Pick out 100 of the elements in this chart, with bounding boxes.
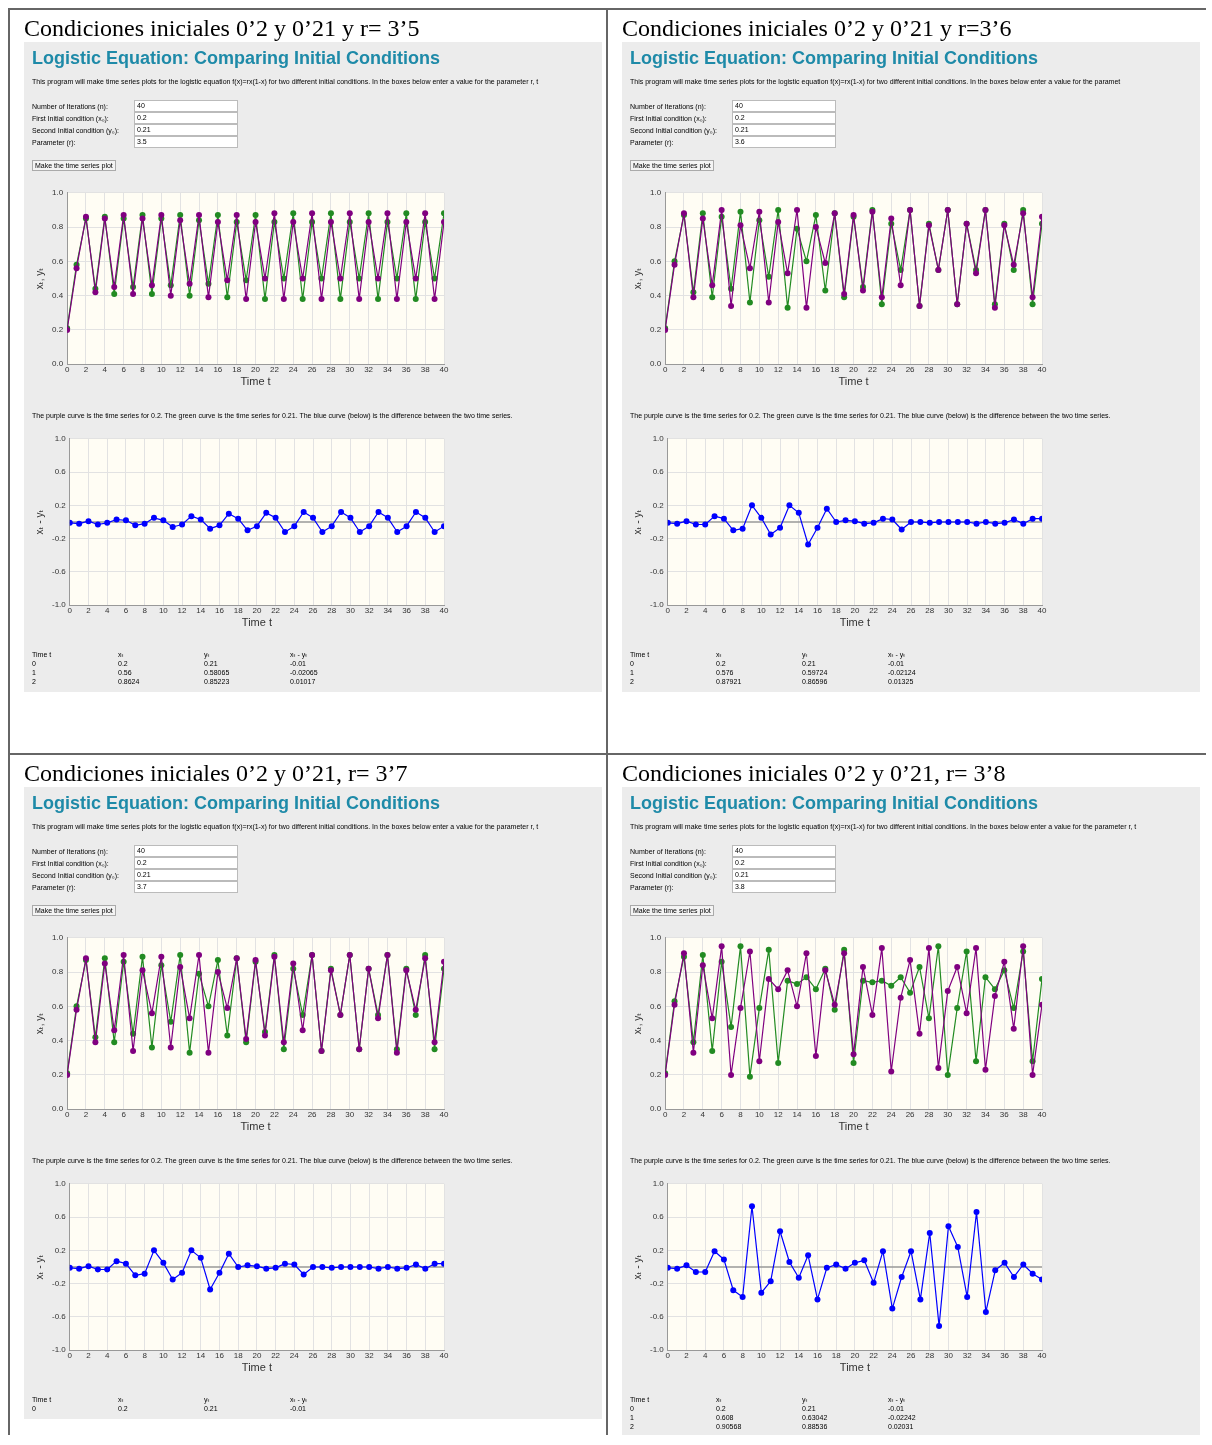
x-axis-title: Time t	[838, 375, 869, 388]
y-tick-label: 0.6	[652, 467, 665, 477]
x-tick-label: 38	[1018, 365, 1029, 375]
x-tick-label: 20	[252, 606, 262, 616]
y-tick-label: 0.2	[54, 500, 67, 510]
x-tick-label: 12	[177, 1351, 188, 1361]
x-tick-label: 0	[64, 1110, 70, 1120]
x-tick-label: 28	[326, 1110, 336, 1120]
x-tick-label: 18	[233, 606, 244, 616]
x-tick-label: 36	[999, 1110, 1010, 1120]
x-tick-label: 34	[981, 365, 991, 375]
x-tick-label: 28	[326, 365, 336, 375]
x-tick-label: 12	[775, 1351, 786, 1361]
x-tick-label: 0	[665, 1351, 671, 1361]
x-tick-label: 40	[439, 606, 449, 616]
x-tick-label: 36	[401, 365, 412, 375]
x-tick-label: 30	[943, 365, 953, 375]
y-tick-label: 0.4	[52, 1035, 64, 1045]
y-tick-label: 0.4	[650, 290, 662, 300]
x-tick-label: 0	[64, 365, 70, 375]
y-tick-label: 0.6	[54, 1212, 67, 1222]
y-tick-label: -0.6	[649, 1312, 665, 1322]
x-tick-label: 4	[104, 1351, 110, 1361]
x-tick-label: 38	[420, 1110, 431, 1120]
x-tick-label: 4	[702, 606, 708, 616]
y-axis-title: xₜ - yₜ	[631, 509, 643, 535]
x-tick-label: 10	[156, 365, 167, 375]
x-tick-label: 26	[906, 606, 917, 616]
y-tick-label: -0.2	[649, 1278, 665, 1288]
x-tick-label: 24	[886, 1110, 897, 1120]
y-tick-label: -0.6	[51, 1312, 67, 1322]
x-tick-label: 36	[999, 365, 1010, 375]
x-tick-label: 22	[867, 365, 878, 375]
x-tick-label: 38	[1018, 1351, 1029, 1361]
y-tick-label: 0.2	[650, 325, 662, 335]
y-axis-title: xₜ, yₜ	[631, 1012, 643, 1035]
x-tick-label: 36	[401, 1110, 412, 1120]
x-tick-label: 4	[700, 1110, 706, 1120]
x-tick-label: 24	[288, 365, 299, 375]
y-tick-label: 0.6	[54, 467, 67, 477]
x-tick-label: 24	[886, 365, 897, 375]
x-tick-label: 14	[194, 1110, 205, 1120]
x-tick-label: 14	[794, 1351, 804, 1361]
y-tick-label: -0.2	[51, 533, 67, 543]
x-tick-label: 36	[1000, 1351, 1010, 1361]
x-tick-label: 20	[849, 365, 859, 375]
y-tick-label: 0.8	[650, 222, 662, 232]
y-tick-label: -0.2	[51, 1278, 67, 1288]
x-tick-label: 6	[719, 365, 725, 375]
x-tick-label: 0	[67, 1351, 73, 1361]
y-tick-label: 0.2	[52, 1070, 64, 1080]
x-tick-label: 32	[962, 365, 972, 375]
y-tick-label: -1.0	[649, 600, 665, 610]
x-tick-label: 16	[215, 606, 225, 616]
x-tick-label: 32	[962, 1110, 972, 1120]
x-tick-label: 22	[271, 1351, 281, 1361]
x-tick-label: 6	[123, 1351, 129, 1361]
x-tick-label: 26	[307, 1110, 318, 1120]
x-tick-label: 26	[906, 1351, 917, 1361]
x-tick-label: 20	[252, 1351, 262, 1361]
x-tick-label: 24	[288, 1110, 299, 1120]
x-tick-label: 28	[327, 606, 337, 616]
x-tick-label: 28	[925, 606, 935, 616]
x-tick-label: 32	[364, 606, 375, 616]
x-tick-label: 4	[700, 365, 706, 375]
x-tick-label: 12	[775, 606, 786, 616]
x-tick-label: 34	[383, 365, 393, 375]
x-tick-label: 28	[925, 1351, 935, 1361]
x-tick-label: 6	[123, 606, 129, 616]
y-tick-label: -1.0	[649, 1345, 665, 1355]
y-axis-title: xₜ - yₜ	[631, 1254, 643, 1280]
y-tick-label: 0.8	[52, 967, 64, 977]
x-tick-label: 10	[754, 365, 765, 375]
x-tick-label: 16	[213, 365, 223, 375]
x-tick-label: 14	[794, 606, 804, 616]
x-tick-label: 22	[867, 1110, 878, 1120]
y-tick-label: 0.6	[52, 256, 64, 266]
x-tick-label: 2	[86, 606, 92, 616]
x-tick-label: 20	[850, 606, 860, 616]
x-axis-title: Time t	[839, 1361, 870, 1374]
x-tick-label: 22	[271, 606, 281, 616]
y-tick-label: 0.6	[52, 1001, 64, 1011]
x-tick-label: 18	[830, 1110, 840, 1120]
y-tick-label: 0.2	[650, 1070, 662, 1080]
x-tick-label: 38	[420, 606, 431, 616]
y-axis-title: xₜ, yₜ	[33, 267, 45, 290]
y-tick-label: 1.0	[52, 188, 64, 197]
y-tick-label: 1.0	[650, 188, 662, 197]
x-tick-label: 14	[792, 365, 803, 375]
x-tick-label: 14	[196, 606, 206, 616]
x-tick-label: 18	[232, 1110, 242, 1120]
x-tick-label: 12	[773, 365, 784, 375]
x-axis-title: Time t	[240, 1120, 271, 1133]
y-axis-title: xₜ, yₜ	[631, 267, 643, 290]
x-tick-label: 2	[83, 1110, 89, 1120]
x-tick-label: 8	[740, 1351, 746, 1361]
x-tick-label: 40	[1037, 1110, 1047, 1120]
x-tick-label: 38	[420, 365, 431, 375]
x-tick-label: 32	[364, 365, 374, 375]
x-tick-label: 2	[681, 1110, 687, 1120]
